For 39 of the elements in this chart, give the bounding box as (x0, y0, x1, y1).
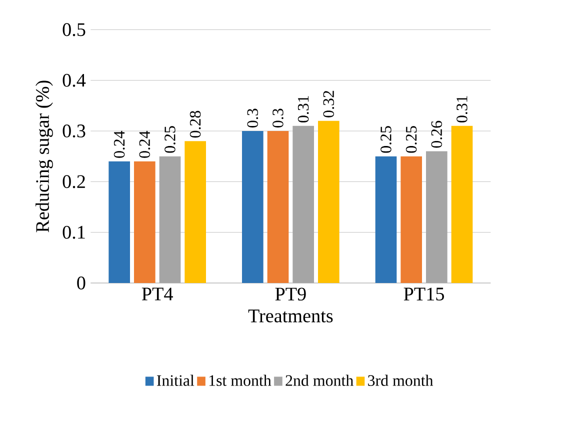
bar (159, 156, 181, 283)
bar (292, 126, 314, 283)
data-label: 0.31 (298, 96, 309, 122)
data-label: 0.3 (247, 108, 258, 128)
x-tick-label: PT9 (275, 288, 306, 301)
data-label: 0.24 (114, 130, 125, 158)
bar (108, 161, 130, 283)
data-label: 0.28 (190, 110, 201, 138)
y-tick-label: 0.5 (62, 23, 86, 36)
bar (242, 131, 264, 283)
bar (318, 120, 340, 283)
bar (184, 141, 206, 283)
y-tick-label: 0 (77, 276, 86, 290)
legend-label: 3rd month (368, 374, 434, 386)
bar (400, 156, 422, 283)
data-label: 0.26 (431, 120, 442, 148)
data-label: 0.25 (380, 126, 392, 153)
y-axis-title: Reducing sugar (%) (36, 80, 53, 232)
y-tick-label: 0.2 (62, 175, 85, 188)
x-axis-title: Treatments (248, 310, 333, 322)
y-tick-label: 0.4 (62, 74, 86, 87)
x-tick-label: PT15 (404, 288, 444, 301)
bar (426, 151, 448, 283)
bar (451, 126, 473, 283)
bar (375, 156, 397, 283)
y-tick-label: 0.1 (62, 226, 85, 239)
bar (267, 131, 289, 283)
y-tick-label: 0.3 (62, 124, 86, 138)
data-label: 0.31 (456, 96, 468, 122)
data-label: 0.25 (406, 126, 417, 153)
bar (134, 161, 156, 283)
data-label: 0.32 (323, 90, 334, 118)
data-label: 0.24 (139, 130, 150, 158)
legend-label: 2nd month (286, 374, 354, 386)
legend-label: Initial (156, 374, 194, 386)
data-label: 0.3 (272, 108, 284, 128)
data-label: 0.25 (164, 126, 176, 153)
x-tick-label: PT4 (142, 288, 173, 300)
legend-label: 1st month (209, 374, 272, 386)
